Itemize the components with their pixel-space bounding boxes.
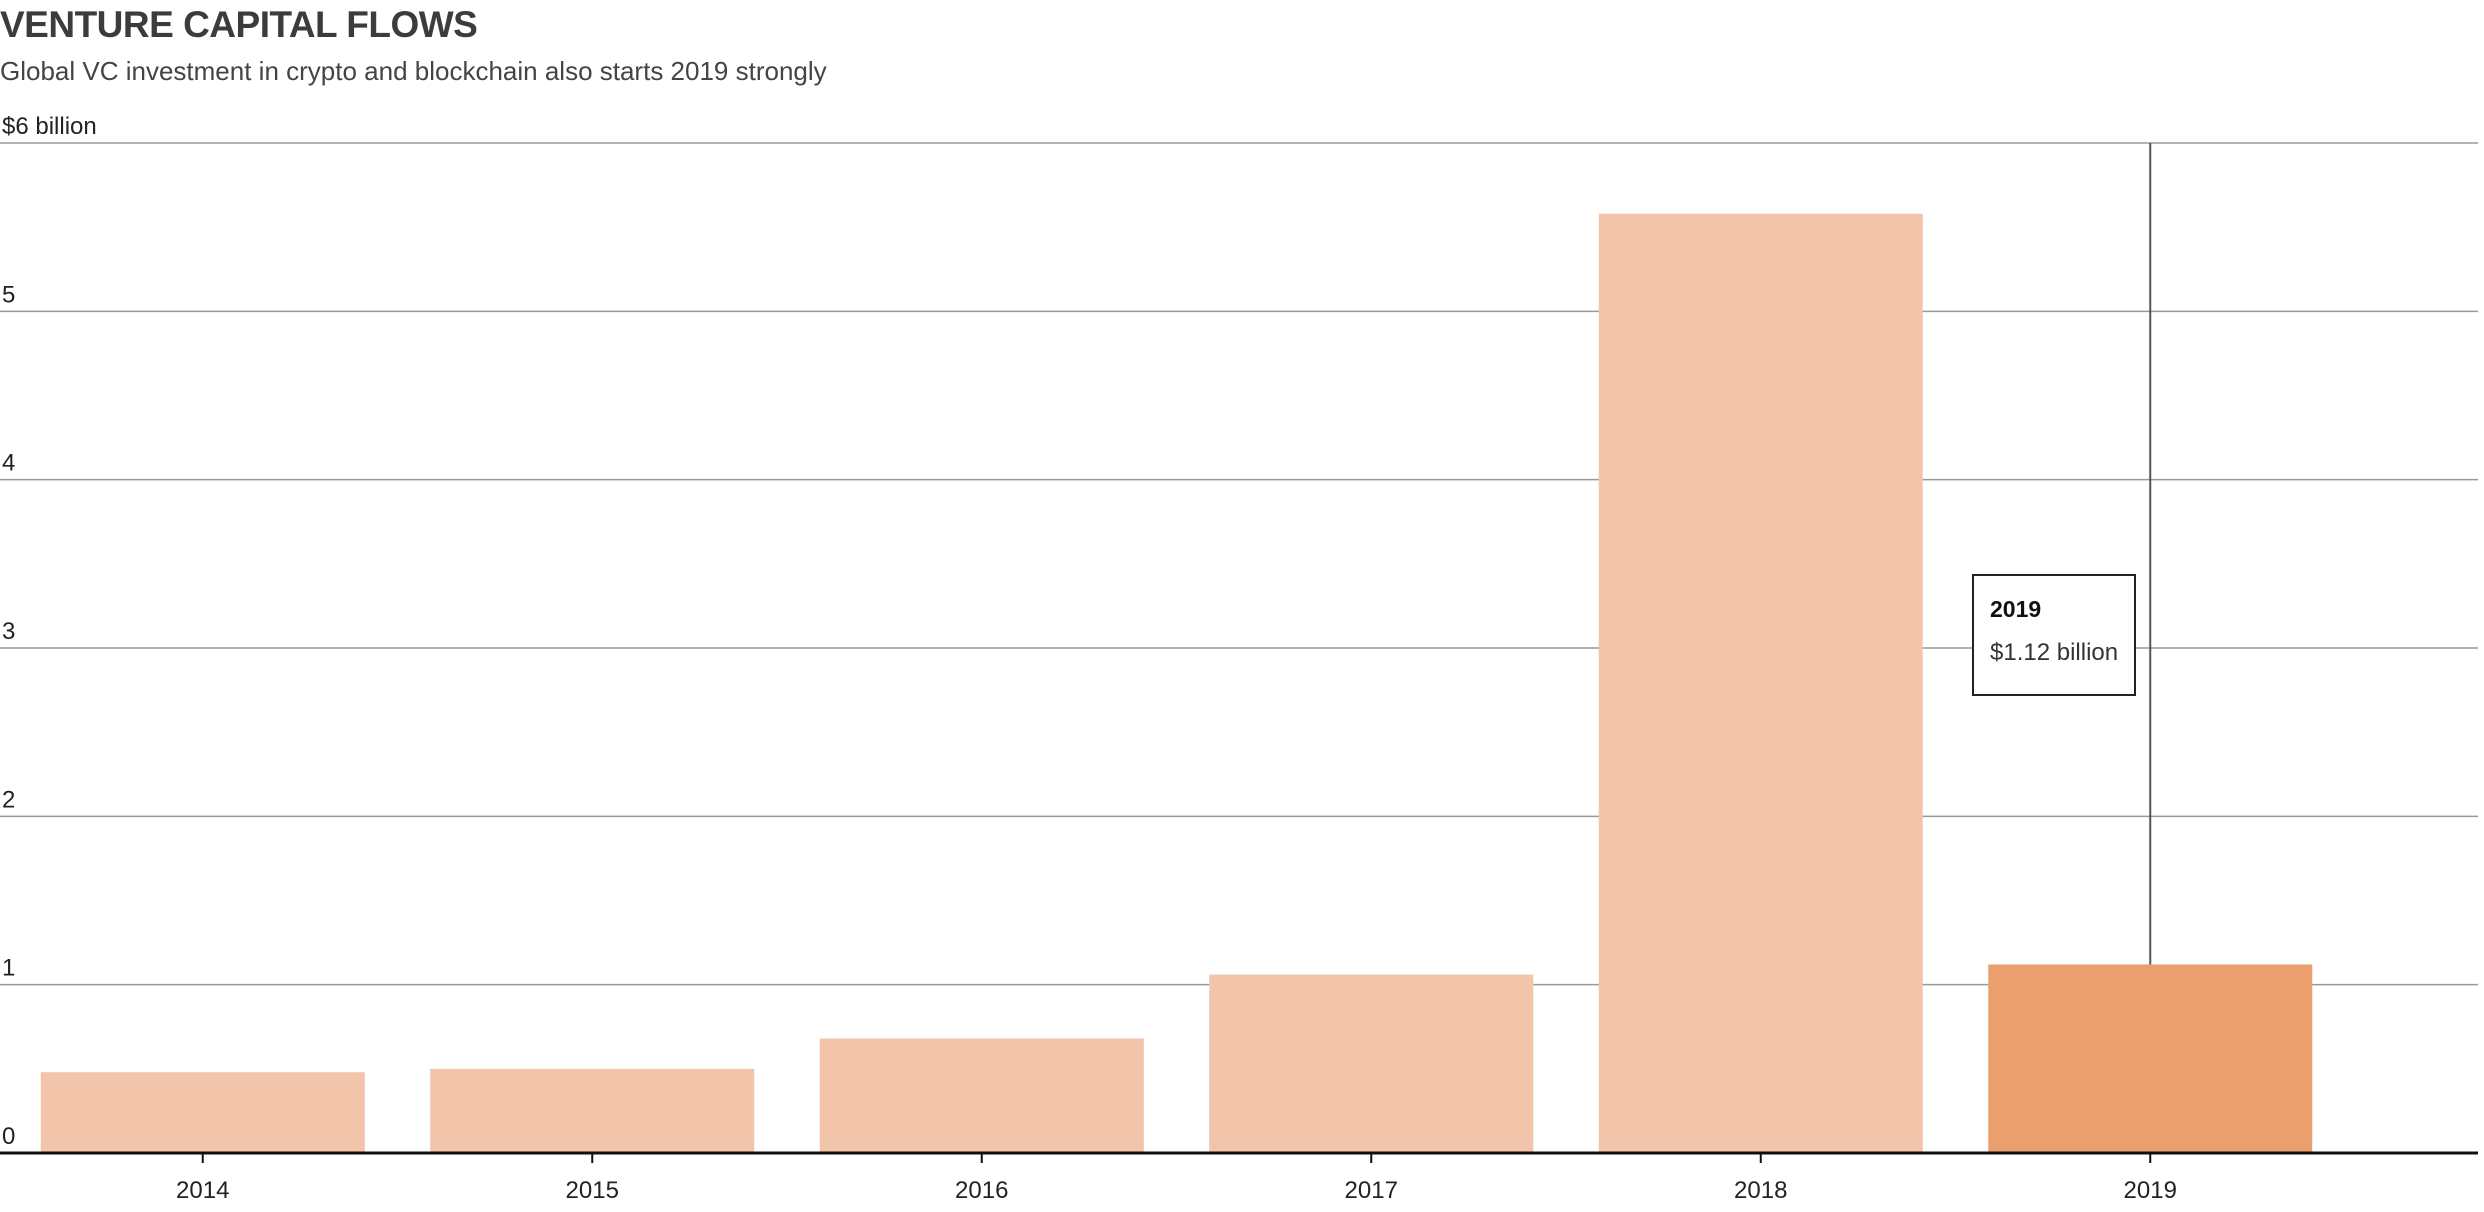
x-axis — [0, 1151, 2478, 1163]
x-tick-label-2018: 2018 — [1734, 1177, 1787, 1204]
y-tick-label-4: 4 — [2, 450, 15, 477]
y-tick-label-0: 0 — [2, 1123, 15, 1150]
chart-subtitle: Global VC investment in crypto and block… — [0, 56, 827, 86]
bar-2015[interactable] — [430, 1068, 755, 1153]
y-tick-label-1: 1 — [2, 955, 15, 982]
bar-2017[interactable] — [1209, 974, 1534, 1153]
chart-title: VENTURE CAPITAL FLOWS — [0, 4, 478, 45]
x-tick-label-2016: 2016 — [955, 1177, 1008, 1204]
tooltip-title: 2019 — [1990, 596, 2042, 622]
y-tick-label-2: 2 — [2, 786, 15, 813]
x-tick-label-2017: 2017 — [1345, 1177, 1398, 1204]
tick-labels: 0 1 2 3 4 5 $6 billion 2014 2015 2016 2017 2018 2019 — [2, 113, 2177, 1204]
x-tick-label-2019: 2019 — [2124, 1177, 2177, 1204]
gridlines — [0, 142, 2478, 986]
hover-tooltip: 2019 $1.12 billion — [1972, 574, 2136, 696]
y-tick-label-5: 5 — [2, 281, 15, 308]
y-tick-label-6: $6 billion — [2, 113, 97, 140]
x-tick-label-2014: 2014 — [176, 1177, 229, 1204]
bar-2019[interactable] — [1988, 964, 2313, 1153]
bar-2018[interactable] — [1598, 213, 1923, 1153]
x-tick-label-2015: 2015 — [566, 1177, 619, 1204]
bar-2016[interactable] — [819, 1038, 1144, 1153]
bars[interactable] — [40, 213, 2313, 1153]
bar-2014[interactable] — [40, 1072, 365, 1153]
y-tick-label-3: 3 — [2, 618, 15, 645]
tooltip-value: $1.12 billion — [1990, 639, 2119, 666]
